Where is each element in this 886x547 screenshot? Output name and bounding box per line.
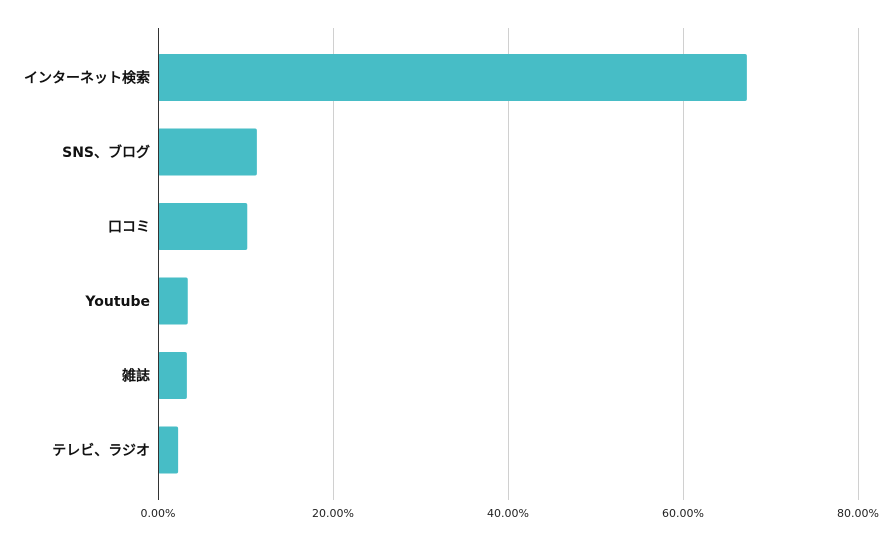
x-tick-label: 20.00% xyxy=(312,507,354,520)
bar xyxy=(158,352,187,399)
category-label: テレビ、ラジオ xyxy=(52,443,150,459)
bar xyxy=(158,426,179,474)
category-label: SNS、ブログ xyxy=(62,144,150,161)
x-tick-label: 60.00% xyxy=(662,507,704,520)
grid-lines xyxy=(333,28,859,500)
bar xyxy=(158,203,248,250)
bar xyxy=(158,277,188,325)
bars xyxy=(158,54,747,474)
x-tick-label: 40.00% xyxy=(487,507,529,520)
category-label: 口コミ xyxy=(108,220,150,236)
category-label: 雑誌 xyxy=(121,368,150,385)
category-label: インターネット検索 xyxy=(24,70,150,87)
x-tick-label: 0.00% xyxy=(141,507,176,520)
bar xyxy=(158,128,257,176)
category-label: Youtube xyxy=(84,294,150,310)
x-tick-label: 80.00% xyxy=(837,507,879,520)
bar xyxy=(158,54,747,101)
x-tick-labels: 0.00% 20.00% 40.00% 60.00% 80.00% xyxy=(141,507,879,520)
